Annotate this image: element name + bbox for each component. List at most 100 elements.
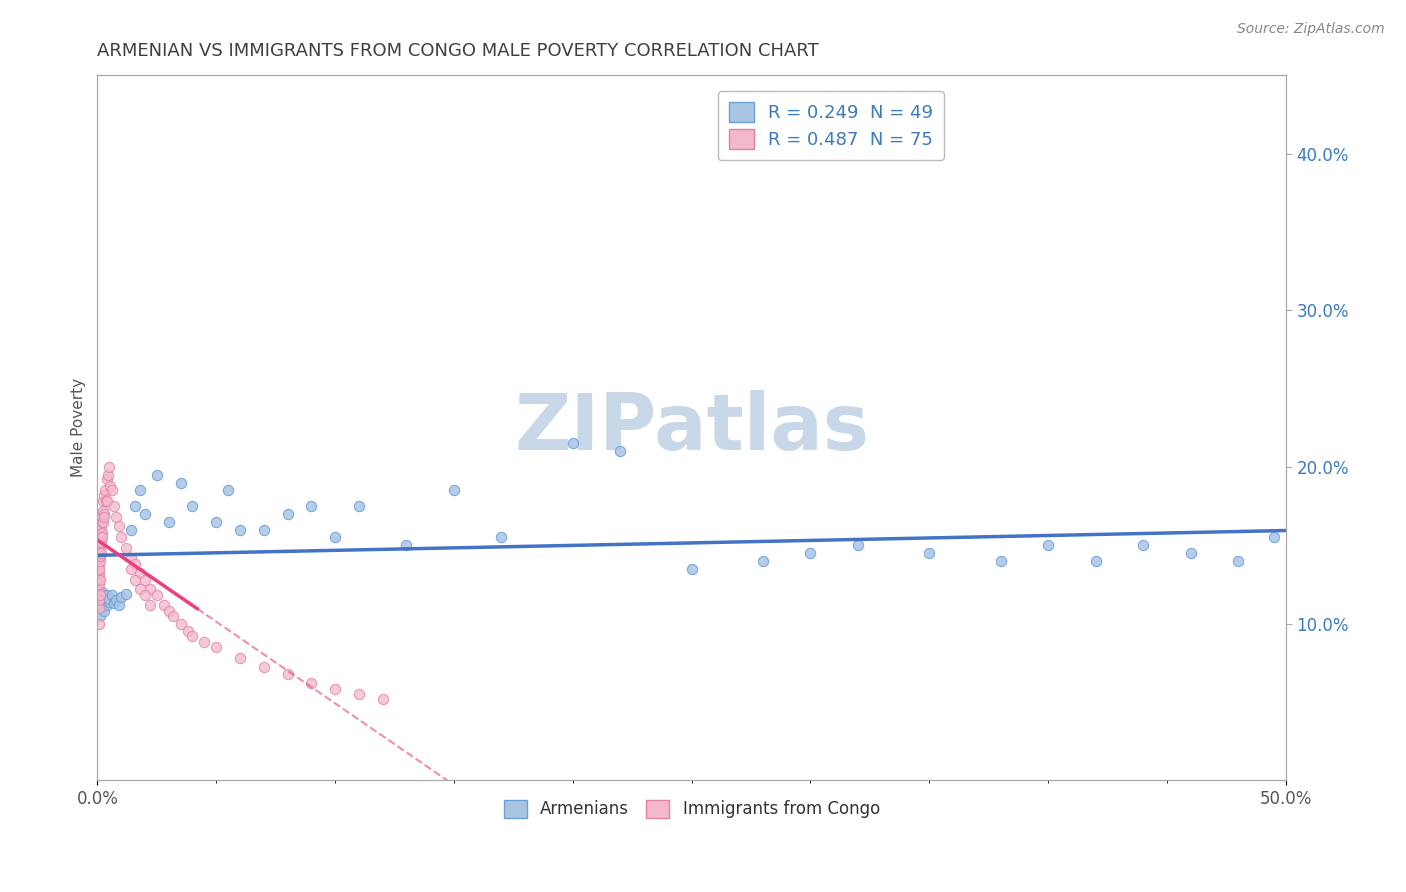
Point bbox=[87, 573, 110, 587]
Point bbox=[110, 531, 132, 545]
Point bbox=[229, 651, 252, 665]
Point bbox=[253, 660, 276, 674]
Point bbox=[89, 531, 111, 545]
Point bbox=[609, 444, 631, 458]
Point bbox=[129, 582, 152, 596]
Point bbox=[1263, 531, 1285, 545]
Point bbox=[347, 687, 370, 701]
Point bbox=[1038, 538, 1060, 552]
Point bbox=[752, 554, 775, 568]
Point bbox=[129, 483, 152, 498]
Point bbox=[87, 601, 110, 615]
Point bbox=[93, 593, 115, 607]
Point bbox=[91, 494, 114, 508]
Point bbox=[491, 531, 513, 545]
Point bbox=[89, 549, 111, 564]
Point bbox=[91, 585, 114, 599]
Point bbox=[87, 550, 110, 565]
Point bbox=[93, 604, 115, 618]
Point bbox=[87, 569, 110, 583]
Point bbox=[134, 588, 156, 602]
Point bbox=[87, 593, 110, 607]
Point bbox=[98, 595, 121, 609]
Point bbox=[157, 515, 180, 529]
Point bbox=[138, 598, 160, 612]
Point bbox=[100, 479, 122, 493]
Point bbox=[89, 608, 111, 623]
Point bbox=[395, 538, 418, 552]
Point bbox=[124, 557, 146, 571]
Point bbox=[205, 515, 228, 529]
Point bbox=[98, 591, 121, 606]
Point bbox=[229, 523, 252, 537]
Point bbox=[87, 616, 110, 631]
Point bbox=[89, 554, 111, 568]
Point bbox=[157, 604, 180, 618]
Point bbox=[103, 596, 125, 610]
Point bbox=[87, 577, 110, 591]
Point bbox=[90, 546, 112, 560]
Point bbox=[90, 525, 112, 540]
Point bbox=[276, 666, 298, 681]
Point bbox=[94, 483, 117, 498]
Point bbox=[105, 510, 128, 524]
Point bbox=[89, 541, 111, 556]
Point bbox=[89, 546, 111, 560]
Point bbox=[90, 531, 112, 545]
Point bbox=[89, 541, 111, 556]
Point bbox=[181, 629, 204, 643]
Point bbox=[276, 507, 298, 521]
Point bbox=[443, 483, 465, 498]
Point bbox=[96, 473, 118, 487]
Point bbox=[91, 531, 114, 545]
Point bbox=[205, 640, 228, 654]
Point bbox=[93, 510, 115, 524]
Point bbox=[217, 483, 239, 498]
Point bbox=[124, 573, 146, 587]
Point bbox=[89, 588, 111, 602]
Point bbox=[193, 635, 215, 649]
Point bbox=[89, 573, 111, 587]
Point bbox=[97, 467, 120, 482]
Point bbox=[253, 523, 276, 537]
Point bbox=[120, 550, 142, 565]
Point bbox=[134, 573, 156, 587]
Point bbox=[299, 499, 322, 513]
Y-axis label: Male Poverty: Male Poverty bbox=[72, 378, 86, 477]
Point bbox=[169, 616, 191, 631]
Point bbox=[1084, 554, 1107, 568]
Point bbox=[87, 557, 110, 571]
Point bbox=[347, 499, 370, 513]
Point bbox=[96, 598, 118, 612]
Point bbox=[87, 585, 110, 599]
Legend: Armenians, Immigrants from Congo: Armenians, Immigrants from Congo bbox=[496, 793, 886, 825]
Point bbox=[323, 531, 346, 545]
Point bbox=[87, 546, 110, 560]
Point bbox=[846, 538, 869, 552]
Point bbox=[162, 608, 184, 623]
Point bbox=[90, 515, 112, 529]
Point bbox=[138, 582, 160, 596]
Point bbox=[181, 499, 204, 513]
Point bbox=[90, 525, 112, 540]
Point bbox=[110, 590, 132, 604]
Point bbox=[146, 588, 169, 602]
Point bbox=[799, 546, 821, 560]
Point bbox=[103, 499, 125, 513]
Point bbox=[153, 598, 176, 612]
Point bbox=[371, 691, 394, 706]
Point bbox=[115, 541, 138, 556]
Point bbox=[96, 588, 118, 602]
Point bbox=[100, 483, 122, 498]
Point bbox=[299, 676, 322, 690]
Point bbox=[98, 459, 121, 474]
Point bbox=[107, 519, 129, 533]
Point bbox=[681, 562, 703, 576]
Point bbox=[918, 546, 941, 560]
Point bbox=[1180, 546, 1202, 560]
Point bbox=[323, 682, 346, 697]
Point bbox=[1227, 554, 1250, 568]
Point bbox=[90, 535, 112, 549]
Point bbox=[124, 499, 146, 513]
Point bbox=[176, 624, 198, 639]
